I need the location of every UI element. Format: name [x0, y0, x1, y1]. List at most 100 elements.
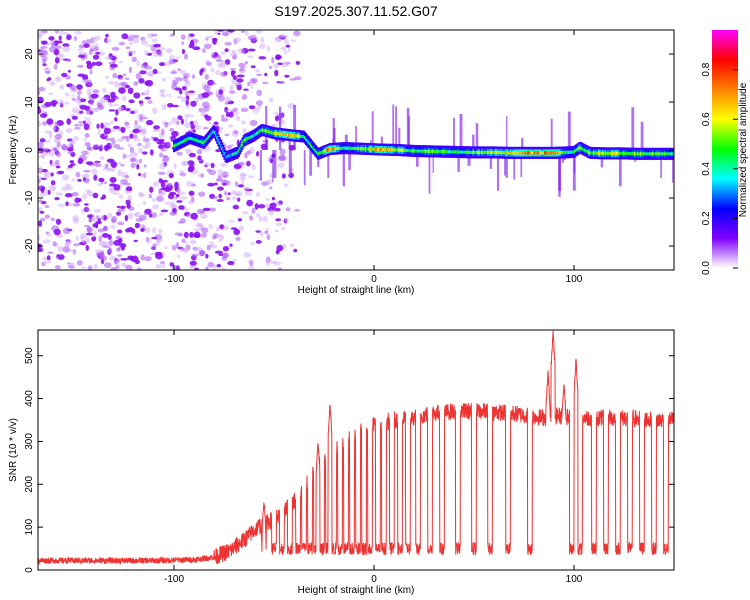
- spectrogram-ridge-core: [559, 151, 562, 155]
- spectrogram-ridge-core: [271, 131, 274, 135]
- spectrogram-ridge-core: [660, 152, 663, 156]
- spectrogram-noise-blob: [179, 89, 183, 95]
- spectrogram-ridge-core: [476, 150, 479, 154]
- spectrogram-ridge-core: [488, 150, 491, 154]
- y-tick-label: 0: [24, 147, 35, 153]
- spectrogram-noise-blob: [133, 134, 138, 139]
- spectrogram-ridge-core: [497, 150, 500, 155]
- spectrogram-ridge-core: [353, 146, 356, 151]
- spectrogram-noise-blob: [151, 236, 158, 240]
- spectrogram-ridge-core: [601, 151, 604, 155]
- spectrogram-noise-blob: [237, 197, 241, 202]
- spectrogram-noise-blob: [98, 177, 105, 183]
- spectrogram-noise-blob: [128, 66, 132, 74]
- spectrogram-noise-blob: [277, 267, 283, 270]
- spectrogram-noise-blob: [237, 184, 245, 188]
- spectrogram-noise-blob: [211, 82, 216, 85]
- spectrogram-noise-blob: [125, 108, 131, 112]
- spectrogram-ridge-core: [186, 137, 189, 142]
- spectrogram-noise-blob: [83, 43, 90, 48]
- spectrogram-noise-blob: [244, 30, 249, 36]
- spectrogram-noise-blob: [39, 217, 46, 222]
- spectrogram-noise-blob: [140, 36, 146, 42]
- spectrogram-noise-blob: [188, 199, 193, 205]
- spectrogram-noise-blob: [255, 30, 263, 34]
- spectrogram-noise-blob: [76, 84, 83, 90]
- spectrogram-ridge-core: [540, 151, 543, 155]
- x-tick-label: 0: [371, 574, 377, 585]
- spectrogram-ridge-core: [337, 146, 340, 151]
- spectrogram-noise-blob: [198, 250, 206, 257]
- spectrogram-noise-blob: [184, 53, 188, 60]
- spectrogram-noise-blob: [130, 162, 136, 168]
- spectrogram-noise-blob: [275, 55, 282, 60]
- spectrogram-noise-blob: [115, 109, 119, 116]
- spectrogram-ridge-core: [223, 152, 226, 156]
- spectrogram-noise-blob: [99, 156, 105, 160]
- spectrogram-ridge-core: [349, 146, 352, 150]
- spectrogram-ridge-core: [326, 148, 329, 152]
- spectrogram-noise-blob: [288, 172, 294, 179]
- spectrogram-ridge-core: [297, 134, 300, 138]
- spectrogram-noise-blob: [266, 260, 270, 266]
- spectrogram-ridge-core: [630, 152, 633, 156]
- spectrogram-noise-blob: [227, 124, 234, 128]
- spectrogram-ridge-core: [421, 149, 424, 153]
- spectrogram-noise-blob: [149, 252, 157, 256]
- spectrogram-noise-blob: [68, 264, 75, 269]
- x-tick-label: 100: [566, 274, 583, 285]
- spectrogram-noise-blob: [94, 108, 99, 113]
- spectrogram-ridge-core: [537, 151, 540, 155]
- spectrogram-noise-blob: [233, 258, 237, 262]
- spectrogram-noise-blob: [114, 96, 122, 100]
- spectrogram-noise-blob: [59, 53, 65, 60]
- spectrogram-noise-blob: [97, 128, 101, 136]
- spectrogram-noise-blob: [101, 233, 109, 238]
- spectrogram-ridge-core: [433, 149, 436, 154]
- spectrogram-ridge-core: [236, 150, 239, 155]
- spectrogram-noise-blob: [176, 95, 182, 100]
- spectrogram-ridge-core: [299, 134, 302, 138]
- spectrogram-noise-blob: [220, 51, 226, 55]
- spectrogram-noise-blob: [38, 184, 42, 191]
- spectrogram-noise-blob: [176, 187, 181, 194]
- spectrogram-noise-blob: [115, 265, 120, 269]
- spectrogram-ridge-core: [270, 130, 273, 135]
- spectrogram-ridge-core: [655, 152, 658, 156]
- y-tick-label: 500: [24, 347, 35, 364]
- spectrogram-noise-blob: [243, 88, 249, 91]
- spectrogram-noise-blob: [140, 227, 145, 232]
- spectrogram-noise-blob: [66, 59, 72, 62]
- spectrogram-ridge-core: [257, 131, 260, 135]
- spectrogram-noise-blob: [125, 135, 130, 142]
- spectrogram-ridge-core: [611, 151, 614, 155]
- spectrogram-ridge-core: [379, 147, 382, 152]
- spectrogram-noise-blob: [269, 209, 274, 216]
- spectrogram-noise-blob: [82, 79, 88, 84]
- spectrogram-ridge-core: [623, 151, 626, 156]
- spectrogram-noise-blob: [285, 207, 291, 212]
- spectrogram-noise-blob: [159, 163, 166, 170]
- spectrogram-ridge-core: [650, 152, 653, 156]
- spectrogram-noise-blob: [259, 43, 266, 50]
- spectrogram-ridge-core: [431, 149, 434, 153]
- spectrogram-ridge-core: [573, 149, 576, 153]
- spectrogram-noise-blob: [248, 259, 254, 265]
- spectrogram-noise-blob: [86, 191, 94, 197]
- spectrogram-noise-blob: [168, 93, 172, 98]
- spectrogram-noise-blob: [144, 80, 150, 86]
- snr-series: [38, 330, 674, 566]
- spectrogram-noise-blob: [136, 164, 140, 170]
- spectrogram-noise-blob: [77, 198, 82, 202]
- spectrogram-noise-blob: [254, 203, 259, 210]
- spectrogram-noise-blob: [221, 30, 228, 35]
- spectrogram-noise-blob: [264, 203, 271, 208]
- spectrogram-noise-blob: [105, 138, 113, 141]
- spectrogram-ridge-core: [524, 151, 527, 155]
- spectrogram-noise-blob: [61, 174, 70, 181]
- spectrogram-noise-blob: [47, 251, 54, 254]
- spectrogram-noise-blob: [51, 40, 56, 48]
- spectrogram-ridge-core: [602, 151, 605, 155]
- spectrogram-noise-blob: [116, 162, 123, 165]
- spectrogram-noise-blob: [67, 147, 74, 152]
